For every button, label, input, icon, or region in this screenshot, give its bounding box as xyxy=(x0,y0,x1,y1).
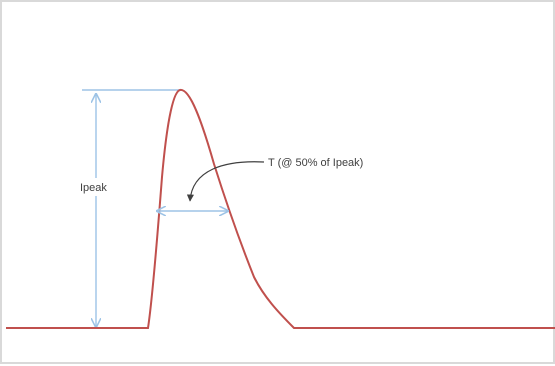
pulse-curve xyxy=(6,89,555,329)
peak-label: Ipeak xyxy=(80,182,107,194)
width-label: T (@ 50% of Ipeak) xyxy=(268,157,363,169)
callout-arrow xyxy=(186,161,265,202)
